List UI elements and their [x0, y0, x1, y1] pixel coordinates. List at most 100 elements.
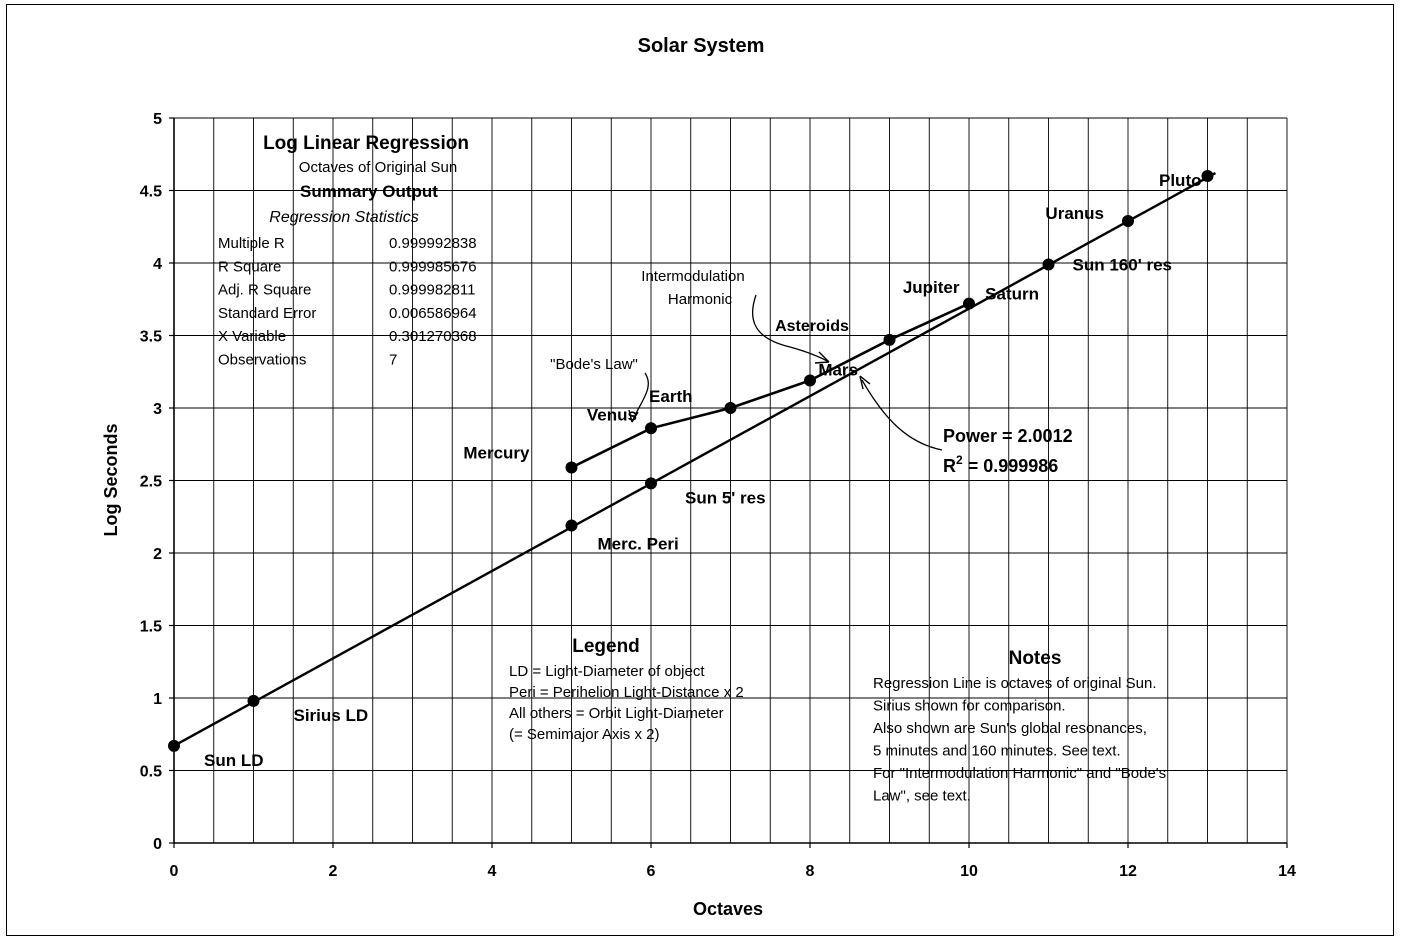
data-point [645, 477, 657, 490]
regression-line [173, 172, 1217, 747]
data-point [724, 402, 737, 414]
notes-title: Notes [1009, 648, 1062, 669]
data-point [804, 374, 816, 387]
point-label: Venus [587, 405, 637, 424]
legend-line: Peri = Perihelion Light-Distance x 2 [509, 684, 744, 701]
notes-line: Regression Line is octaves of original S… [873, 675, 1157, 692]
regression-row-label: Standard Error [218, 305, 316, 322]
x-tick-label: 12 [1119, 863, 1137, 880]
point-label: Mars [818, 360, 858, 379]
regression-row-label: Adj. R Square [218, 282, 311, 299]
asteroids-label: Asteroids [775, 318, 849, 335]
intermodulation-label-2: Harmonic [668, 291, 733, 308]
x-tick-label: 6 [647, 863, 656, 880]
r-squared-prefix: R [943, 456, 956, 476]
legend-line: (= Semimajor Axis x 2) [509, 726, 659, 743]
notes-box: Notes Regression Line is octaves of orig… [873, 648, 1166, 805]
data-point [1042, 258, 1055, 271]
power-arrow-head [859, 375, 871, 390]
regression-subtitle: Octaves of Original Sun [299, 159, 457, 176]
regression-row-label: X Variable [218, 328, 286, 345]
y-tick-label: 0 [153, 836, 162, 853]
regression-row-label: R Square [218, 258, 281, 275]
intermodulation-arrow [751, 294, 830, 363]
point-label: Mercury [463, 443, 530, 462]
notes-line: Law", see text. [873, 788, 971, 805]
legend-line: LD = Light-Diameter of object [509, 663, 705, 680]
annotations: Intermodulation Harmonic "Bode's Law" As… [550, 268, 1072, 476]
series-lines [173, 172, 1217, 747]
bodes-law-arrow-head [628, 409, 639, 423]
point-label: Sirius LD [294, 706, 369, 725]
notes-line: Also shown are Sun's global resonances, [873, 720, 1147, 737]
data-points [168, 170, 1214, 752]
regression-stats-heading: Regression Statistics [269, 209, 418, 226]
r-squared-value: = 0.999986 [963, 456, 1059, 476]
power-arrow [861, 379, 943, 451]
y-tick-label: 0.5 [140, 764, 162, 781]
chart-frame [6, 4, 1394, 936]
x-tick-label: 14 [1278, 863, 1296, 880]
regression-row-value: 7 [389, 352, 397, 369]
r-squared-superscript: 2 [956, 453, 963, 467]
notes-line: 5 minutes and 160 minutes. See text. [873, 743, 1121, 760]
y-tick-label: 2 [153, 546, 162, 563]
y-tick-label: 1.5 [140, 619, 162, 636]
y-tick-label: 3.5 [140, 329, 162, 346]
point-label: Merc. Peri [598, 534, 679, 553]
regression-summary: Summary Output [300, 182, 438, 201]
x-axis-label: Octaves [693, 899, 763, 919]
regression-stats-box: Log Linear Regression Octaves of Origina… [218, 133, 477, 369]
x-tick-label: 0 [170, 863, 179, 880]
y-tick-label: 3 [153, 401, 162, 418]
data-point [645, 422, 657, 435]
point-label: Pluto [1159, 171, 1202, 190]
data-point [168, 739, 180, 752]
intermodulation-arrow-head [814, 351, 830, 364]
chart-title: Solar System [638, 35, 765, 57]
regression-title: Log Linear Regression [263, 133, 469, 154]
legend-title: Legend [572, 636, 640, 657]
x-tick-label: 4 [488, 863, 497, 880]
point-label: Sun 5' res [685, 488, 766, 507]
notes-lines: Regression Line is octaves of original S… [873, 675, 1166, 805]
regression-row-value: 0.999982811 [389, 282, 475, 299]
data-point [1122, 214, 1134, 227]
point-label: Sun 160' res [1073, 255, 1173, 274]
planet-series-line [570, 302, 970, 469]
legend-box: Legend LD = Light-Diameter of object Peri… [509, 636, 744, 743]
regression-row-value: 0.301270368 [389, 328, 477, 345]
regression-rows: Multiple R 0.999992838 R Square 0.999985676… [218, 235, 477, 369]
data-point [1201, 170, 1214, 182]
notes-line: Sirius shown for comparison. [873, 698, 1066, 715]
y-tick-label: 4 [153, 256, 162, 273]
data-point [883, 333, 896, 346]
point-label: Earth [649, 387, 692, 406]
x-tick-labels: 0 2 4 6 8 10 12 14 [170, 843, 1296, 880]
x-tick-label: 8 [806, 863, 815, 880]
legend-lines: LD = Light-Diameter of object Peri = Peri… [509, 663, 744, 743]
data-point [247, 694, 260, 707]
power-label: Power = 2.0012 [943, 426, 1073, 446]
x-tick-label: 2 [329, 863, 338, 880]
regression-row-value: 0.006586964 [389, 305, 477, 322]
regression-row-label: Multiple R [218, 235, 285, 252]
y-tick-label: 5 [153, 111, 162, 128]
y-tick-label: 1 [153, 691, 162, 708]
point-label: Saturn [985, 285, 1039, 304]
point-label: Uranus [1045, 204, 1104, 223]
regression-row-label: Observations [218, 352, 306, 369]
x-tick-label: 10 [960, 863, 978, 880]
intermodulation-label-1: Intermodulation [641, 268, 744, 285]
point-labels: Sun LD Sirius LD Merc. Peri Sun 5' res Sun 1… [204, 171, 1202, 770]
y-tick-labels: 0 0.5 1 1.5 2 2.5 3 3.5 4 4.5 5 [140, 111, 174, 853]
point-label: Sun LD [204, 751, 264, 770]
regression-row-value: 0.999992838 [389, 235, 477, 252]
bodes-law-label: "Bode's Law" [550, 356, 638, 373]
y-tick-label: 2.5 [140, 474, 162, 491]
point-label: Jupiter [903, 278, 960, 297]
data-point [565, 461, 578, 474]
legend-line: All others = Orbit Light-Diameter [509, 705, 724, 722]
regression-row-value: 0.999985676 [389, 258, 477, 275]
